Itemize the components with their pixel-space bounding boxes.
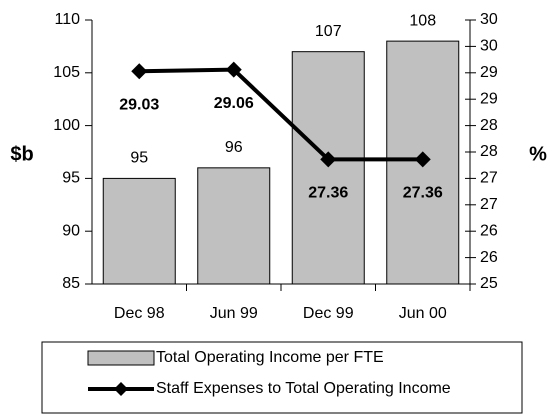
y2-tick-label: 27 xyxy=(480,170,498,187)
bar-value-label: 95 xyxy=(130,150,148,167)
y2-tick-label: 30 xyxy=(480,11,498,28)
y2-tick-label: 30 xyxy=(480,38,498,55)
y2-tick-label: 25 xyxy=(480,275,498,292)
y2-tick-label: 28 xyxy=(480,117,498,134)
y2-tick-label: 29 xyxy=(480,64,498,81)
x-tick-label: Dec 99 xyxy=(303,305,354,322)
line-marker xyxy=(225,61,242,78)
bar-value-label: 96 xyxy=(225,139,243,156)
y-tick-label: 90 xyxy=(62,222,80,239)
line-marker xyxy=(131,63,148,80)
line-value-label: 29.03 xyxy=(119,96,159,113)
line-value-label: 27.36 xyxy=(403,185,443,202)
y-tick-label: 105 xyxy=(53,64,80,81)
bar xyxy=(102,177,176,285)
legend-label: Total Operating Income per FTE xyxy=(156,349,384,366)
bar xyxy=(197,167,271,285)
y2-tick-label: 26 xyxy=(480,249,498,266)
y2-axis-label: % xyxy=(529,143,547,165)
line-value-label: 29.06 xyxy=(214,95,254,112)
line-marker xyxy=(320,151,337,168)
line-marker xyxy=(414,151,431,168)
x-tick-label: Jun 00 xyxy=(399,305,447,322)
y-tick-label: 100 xyxy=(53,117,80,134)
y2-tick-label: 29 xyxy=(480,90,498,107)
y2-tick-label: 26 xyxy=(480,222,498,239)
bar-value-label: 108 xyxy=(409,12,436,29)
bar-value-label: 107 xyxy=(315,23,342,40)
y-tick-label: 95 xyxy=(62,170,80,187)
y-tick-label: 85 xyxy=(62,275,80,292)
legend-swatch xyxy=(87,350,155,366)
y2-tick-label: 28 xyxy=(480,143,498,160)
y-axis-label: $b xyxy=(10,143,33,165)
legend-label: Staff Expenses to Total Operating Income xyxy=(156,380,451,397)
y2-tick-label: 27 xyxy=(480,196,498,213)
bar xyxy=(291,51,365,285)
legend-marker xyxy=(114,382,128,396)
line xyxy=(139,67,423,162)
x-tick-label: Jun 99 xyxy=(210,305,258,322)
line-value-label: 27.36 xyxy=(308,185,348,202)
x-tick-label: Dec 98 xyxy=(114,305,165,322)
y-tick-label: 110 xyxy=(54,11,80,28)
